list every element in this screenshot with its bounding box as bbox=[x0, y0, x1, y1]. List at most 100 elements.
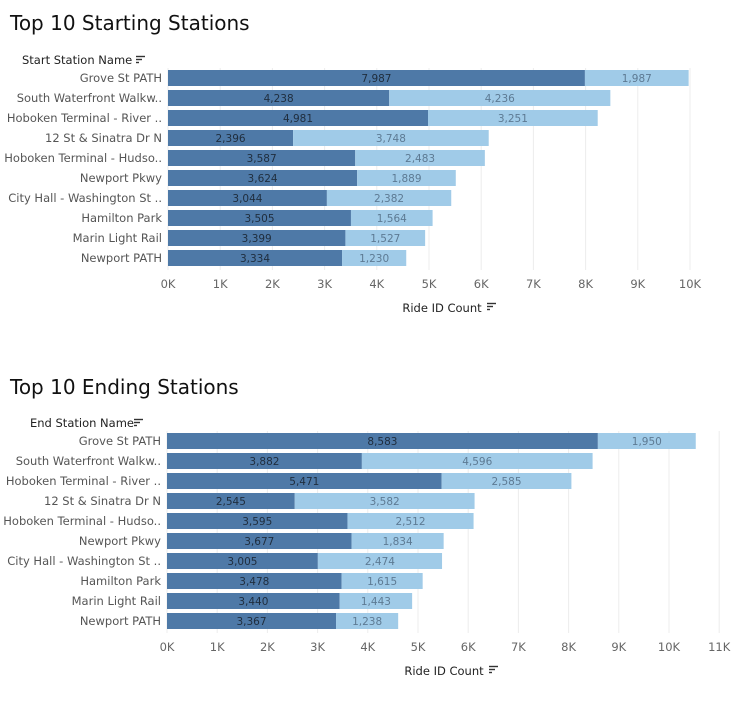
category-label[interactable]: Hoboken Terminal - River .. bbox=[6, 474, 161, 488]
bar-segment-series-2[interactable] bbox=[361, 453, 593, 469]
x-tick-label: 8K bbox=[578, 277, 593, 291]
bar-segment-series-1[interactable] bbox=[168, 210, 351, 226]
data-label: 4,596 bbox=[462, 456, 492, 468]
category-label[interactable]: South Waterfront Walkw.. bbox=[16, 454, 161, 468]
row-header-label[interactable]: End Station Name bbox=[30, 416, 134, 430]
x-tick-label: 7K bbox=[511, 640, 526, 654]
category-label[interactable]: Marin Light Rail bbox=[73, 231, 162, 245]
data-label: 3,044 bbox=[232, 193, 262, 205]
data-label: 2,483 bbox=[405, 153, 435, 165]
bar-segment-series-2[interactable] bbox=[326, 190, 452, 206]
bar-segment-series-1[interactable] bbox=[167, 473, 442, 489]
bar-segment-series-2[interactable] bbox=[342, 250, 407, 266]
bar-segment-series-2[interactable] bbox=[345, 230, 426, 246]
category-label[interactable]: Grove St PATH bbox=[79, 434, 161, 448]
category-label[interactable]: City Hall - Washington St .. bbox=[7, 554, 161, 568]
x-tick-label: 0K bbox=[161, 277, 176, 291]
bar-segment-series-1[interactable] bbox=[168, 90, 390, 106]
data-label: 4,236 bbox=[485, 93, 515, 105]
bar-segment-series-1[interactable] bbox=[168, 170, 358, 186]
chart-ending-stations: Top 10 Ending Stations End Station Name … bbox=[3, 375, 730, 678]
bar-segment-series-1[interactable] bbox=[168, 230, 346, 246]
bar-segment-series-2[interactable] bbox=[357, 170, 456, 186]
data-label: 3,882 bbox=[249, 456, 279, 468]
x-tick-label: 2K bbox=[265, 277, 280, 291]
x-axis-title[interactable]: Ride ID Count bbox=[404, 664, 484, 678]
bar-segment-series-2[interactable] bbox=[389, 90, 611, 106]
chart-title: Top 10 Starting Stations bbox=[9, 11, 250, 35]
data-label: 3,005 bbox=[227, 556, 257, 568]
bar-segment-series-2[interactable] bbox=[351, 533, 444, 549]
bar-segment-series-2[interactable] bbox=[584, 70, 689, 86]
bar-segment-series-1[interactable] bbox=[167, 613, 337, 629]
bar-segment-series-1[interactable] bbox=[167, 513, 348, 529]
bar-segment-series-1[interactable] bbox=[168, 190, 327, 206]
x-tick-label: 11K bbox=[708, 640, 731, 654]
data-label: 3,399 bbox=[242, 233, 272, 245]
x-axis-ticks: 0K 1K 2K 3K 4K 5K 6K 7K 8K 9K 10K bbox=[161, 277, 702, 291]
bar-segment-series-1[interactable] bbox=[167, 593, 340, 609]
category-label[interactable]: Marin Light Rail bbox=[72, 594, 161, 608]
bar-segment-series-2[interactable] bbox=[350, 210, 433, 226]
bar-segment-series-2[interactable] bbox=[355, 150, 485, 166]
category-label[interactable]: Newport PATH bbox=[80, 614, 161, 628]
bar-segment-series-1[interactable] bbox=[167, 433, 598, 449]
bar-segment-series-2[interactable] bbox=[336, 613, 399, 629]
bar-segment-series-1[interactable] bbox=[167, 553, 318, 569]
data-label: 3,334 bbox=[240, 253, 270, 265]
data-label: 2,585 bbox=[491, 476, 521, 488]
row-header-label[interactable]: Start Station Name bbox=[22, 53, 132, 67]
bar-segment-series-2[interactable] bbox=[441, 473, 572, 489]
category-label[interactable]: South Waterfront Walkw.. bbox=[17, 91, 162, 105]
category-label[interactable]: Hoboken Terminal - River .. bbox=[7, 111, 162, 125]
x-tick-label: 6K bbox=[461, 640, 476, 654]
category-label[interactable]: Newport PATH bbox=[81, 251, 162, 265]
category-label[interactable]: Hamilton Park bbox=[81, 211, 162, 225]
category-label[interactable]: Grove St PATH bbox=[80, 71, 162, 85]
category-label[interactable]: Hamilton Park bbox=[80, 574, 161, 588]
category-label[interactable]: City Hall - Washington St .. bbox=[8, 191, 162, 205]
category-label[interactable]: Newport Pkwy bbox=[80, 171, 162, 185]
bar-segment-series-2[interactable] bbox=[317, 553, 443, 569]
bar-segment-series-1[interactable] bbox=[168, 150, 356, 166]
category-label[interactable]: 12 St & Sinatra Dr N bbox=[45, 131, 162, 145]
x-axis-ticks: 0K 1K 2K 3K 4K 5K 6K 7K 8K 9K 10K 11K bbox=[160, 640, 731, 654]
category-label[interactable]: Newport Pkwy bbox=[79, 534, 161, 548]
data-label: 5,471 bbox=[289, 476, 319, 488]
data-label: 1,527 bbox=[370, 233, 400, 245]
bar-segment-series-1[interactable] bbox=[167, 453, 362, 469]
x-axis-title[interactable]: Ride ID Count bbox=[402, 301, 482, 315]
category-labels: Grove St PATH South Waterfront Walkw.. Hob… bbox=[4, 71, 162, 265]
bar-segment-series-2[interactable] bbox=[428, 110, 598, 126]
category-label[interactable]: Hoboken Terminal - Hudso.. bbox=[4, 151, 162, 165]
bar-segment-series-2[interactable] bbox=[339, 593, 413, 609]
bar-segment-series-1[interactable] bbox=[167, 533, 352, 549]
bar-segment-series-2[interactable] bbox=[341, 573, 423, 589]
bar-segment-series-1[interactable] bbox=[168, 250, 343, 266]
bar-segment-series-2[interactable] bbox=[293, 130, 489, 146]
category-label[interactable]: 12 St & Sinatra Dr N bbox=[44, 494, 161, 508]
bar-segment-series-2[interactable] bbox=[347, 513, 474, 529]
data-label: 2,396 bbox=[216, 133, 246, 145]
bar-segment-series-2[interactable] bbox=[597, 433, 696, 449]
category-label[interactable]: Hoboken Terminal - Hudso.. bbox=[3, 514, 161, 528]
sort-descending-icon[interactable] bbox=[487, 302, 496, 311]
bar-segment-series-1[interactable] bbox=[167, 573, 342, 589]
bar-segment-series-1[interactable] bbox=[168, 70, 585, 86]
data-label: 3,440 bbox=[238, 596, 268, 608]
sort-descending-icon[interactable] bbox=[134, 418, 143, 427]
x-tick-label: 2K bbox=[260, 640, 275, 654]
bar-segment-series-2[interactable] bbox=[294, 493, 475, 509]
data-label: 3,587 bbox=[247, 153, 277, 165]
x-tick-label: 5K bbox=[411, 640, 426, 654]
bar-segment-series-1[interactable] bbox=[167, 493, 295, 509]
x-tick-label: 3K bbox=[317, 277, 332, 291]
bar-segment-series-1[interactable] bbox=[168, 110, 429, 126]
data-label: 2,382 bbox=[374, 193, 404, 205]
x-tick-label: 3K bbox=[310, 640, 325, 654]
sort-descending-icon[interactable] bbox=[489, 665, 498, 674]
bar-segment-series-1[interactable] bbox=[168, 130, 294, 146]
data-label: 1,564 bbox=[377, 213, 407, 225]
sort-descending-icon[interactable] bbox=[136, 55, 145, 64]
